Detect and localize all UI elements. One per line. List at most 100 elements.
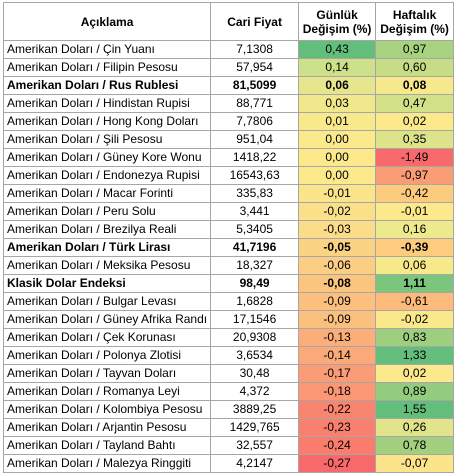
- cell-aciklama: Amerikan Doları / Güney Kore Wonu: [2, 148, 212, 167]
- table-row: Amerikan Doları / Hindistan Rupisi 88,771…: [2, 94, 455, 113]
- table-row: Amerikan Doları / Endonezya Rupisi 16543,…: [2, 166, 455, 185]
- cell-cari-fiyat: 16543,63: [210, 166, 300, 185]
- cell-haftalik-degisim: -0,07: [375, 454, 455, 473]
- cell-cari-fiyat: 7,7806: [210, 112, 300, 131]
- table-row: Klasik Dolar Endeksi 98,49 -0,08 1,11: [2, 274, 455, 293]
- cell-aciklama: Amerikan Doları / Güney Afrika Randı: [2, 310, 212, 329]
- cell-gunluk-degisim: -0,13: [298, 328, 377, 347]
- cell-cari-fiyat: 81,5099: [210, 76, 300, 95]
- cell-aciklama: Amerikan Doları / Polonya Zlotisi: [2, 346, 212, 365]
- cell-aciklama: Amerikan Doları / Endonezya Rupisi: [2, 166, 212, 185]
- cell-aciklama: Amerikan Doları / Romanya Leyi: [2, 382, 212, 401]
- cell-haftalik-degisim: 0,02: [375, 112, 455, 131]
- cell-gunluk-degisim: 0,00: [298, 148, 377, 167]
- cell-aciklama: Amerikan Doları / Tayvan Doları: [2, 364, 212, 383]
- cell-haftalik-degisim: -0,97: [375, 166, 455, 185]
- table-body: Amerikan Doları / Çin Yuanı 7,1308 0,43 0,9…: [2, 40, 455, 473]
- cell-haftalik-degisim: 0,02: [375, 364, 455, 383]
- cell-gunluk-degisim: -0,23: [298, 418, 377, 437]
- cell-gunluk-degisim: -0,17: [298, 364, 377, 383]
- cell-cari-fiyat: 1418,22: [210, 148, 300, 167]
- table-row: Amerikan Doları / Brezilya Reali 5,3405 -0…: [2, 220, 455, 239]
- table-row: Amerikan Doları / Macar Forinti 335,83 -0,…: [2, 184, 455, 203]
- header-gunluk: Günlük Değişim (%): [298, 2, 377, 41]
- table-row: Amerikan Doları / Peru Solu 3,441 -0,02 -0,…: [2, 202, 455, 221]
- cell-cari-fiyat: 41,7196: [210, 238, 300, 257]
- cell-cari-fiyat: 20,9308: [210, 328, 300, 347]
- cell-cari-fiyat: 17,1546: [210, 310, 300, 329]
- cell-gunluk-degisim: -0,09: [298, 292, 377, 311]
- cell-aciklama: Amerikan Doları / Çin Yuanı: [2, 40, 212, 59]
- cell-aciklama: Amerikan Doları / Rus Rublesi: [2, 76, 212, 95]
- cell-gunluk-degisim: -0,03: [298, 220, 377, 239]
- table-row: Amerikan Doları / Güney Afrika Randı 17,1…: [2, 310, 455, 329]
- cell-aciklama: Amerikan Doları / Türk Lirası: [2, 238, 212, 257]
- cell-haftalik-degisim: 0,97: [375, 40, 455, 59]
- cell-haftalik-degisim: 0,16: [375, 220, 455, 239]
- cell-gunluk-degisim: -0,24: [298, 436, 377, 455]
- table-row: Amerikan Doları / Güney Kore Wonu 1418,22…: [2, 148, 455, 167]
- table-row: Amerikan Doları / Çek Korunası 20,9308 -0,…: [2, 328, 455, 347]
- table-row: Amerikan Doları / Malezya Ringgiti 4,2147…: [2, 454, 455, 473]
- cell-aciklama: Amerikan Doları / Çek Korunası: [2, 328, 212, 347]
- cell-aciklama: Amerikan Doları / Brezilya Reali: [2, 220, 212, 239]
- table-row: Amerikan Doları / Çin Yuanı 7,1308 0,43 0,9…: [2, 40, 455, 59]
- cell-aciklama: Amerikan Doları / Kolombiya Pesosu: [2, 400, 212, 419]
- cell-gunluk-degisim: 0,14: [298, 58, 377, 77]
- cell-cari-fiyat: 335,83: [210, 184, 300, 203]
- cell-haftalik-degisim: -1,49: [375, 148, 455, 167]
- cell-cari-fiyat: 3,6534: [210, 346, 300, 365]
- cell-gunluk-degisim: -0,09: [298, 310, 377, 329]
- cell-aciklama: Amerikan Doları / Filipin Pesosu: [2, 58, 212, 77]
- cell-haftalik-degisim: -0,02: [375, 310, 455, 329]
- cell-cari-fiyat: 98,49: [210, 274, 300, 293]
- cell-aciklama: Amerikan Doları / Malezya Ringgiti: [2, 454, 212, 473]
- cell-gunluk-degisim: -0,08: [298, 274, 377, 293]
- table-row: Amerikan Doları / Rus Rublesi 81,5099 0,06…: [2, 76, 455, 95]
- cell-gunluk-degisim: -0,18: [298, 382, 377, 401]
- cell-cari-fiyat: 1,6828: [210, 292, 300, 311]
- cell-gunluk-degisim: 0,00: [298, 130, 377, 149]
- table-row: Amerikan Doları / Kolombiya Pesosu 3889,2…: [2, 400, 455, 419]
- cell-haftalik-degisim: 1,55: [375, 400, 455, 419]
- table-row: Amerikan Doları / Tayvan Doları 30,48 -0,1…: [2, 364, 455, 383]
- cell-haftalik-degisim: 0,47: [375, 94, 455, 113]
- cell-aciklama: Klasik Dolar Endeksi: [2, 274, 212, 293]
- table-row: Amerikan Doları / Meksika Pesosu 18,327 -0…: [2, 256, 455, 275]
- header-row: Açıklama Cari Fiyat Günlük Değişim (%) Ha…: [2, 2, 455, 41]
- cell-aciklama: Amerikan Doları / Hindistan Rupisi: [2, 94, 212, 113]
- cell-haftalik-degisim: 0,78: [375, 436, 455, 455]
- cell-aciklama: Amerikan Doları / Şili Pesosu: [2, 130, 212, 149]
- cell-cari-fiyat: 4,2147: [210, 454, 300, 473]
- cell-haftalik-degisim: 0,60: [375, 58, 455, 77]
- cell-cari-fiyat: 5,3405: [210, 220, 300, 239]
- cell-haftalik-degisim: -0,61: [375, 292, 455, 311]
- cell-haftalik-degisim: 0,26: [375, 418, 455, 437]
- table-row: Amerikan Doları / Şili Pesosu 951,04 0,00 0…: [2, 130, 455, 149]
- cell-gunluk-degisim: -0,06: [298, 256, 377, 275]
- cell-aciklama: Amerikan Doları / Macar Forinti: [2, 184, 212, 203]
- cell-gunluk-degisim: -0,27: [298, 454, 377, 473]
- table-row: Amerikan Doları / Romanya Leyi 4,372 -0,18…: [2, 382, 455, 401]
- cell-cari-fiyat: 32,557: [210, 436, 300, 455]
- cell-haftalik-degisim: -0,01: [375, 202, 455, 221]
- table-row: Amerikan Doları / Filipin Pesosu 57,954 0,…: [2, 58, 455, 77]
- table-row: Amerikan Doları / Polonya Zlotisi 3,6534-…: [2, 346, 455, 365]
- cell-gunluk-degisim: -0,22: [298, 400, 377, 419]
- cell-haftalik-degisim: 0,06: [375, 256, 455, 275]
- table-row: Amerikan Doları / Arjantin Pesosu 1429,76…: [2, 418, 455, 437]
- cell-haftalik-degisim: 0,89: [375, 382, 455, 401]
- cell-gunluk-degisim: -0,01: [298, 184, 377, 203]
- header-cari-fiyat: Cari Fiyat: [210, 2, 300, 41]
- cell-cari-fiyat: 30,48: [210, 364, 300, 383]
- cell-cari-fiyat: 951,04: [210, 130, 300, 149]
- cell-aciklama: Amerikan Doları / Hong Kong Doları: [2, 112, 212, 131]
- cell-gunluk-degisim: 0,06: [298, 76, 377, 95]
- cell-cari-fiyat: 57,954: [210, 58, 300, 77]
- cell-cari-fiyat: 88,771: [210, 94, 300, 113]
- cell-aciklama: Amerikan Doları / Bulgar Levası: [2, 292, 212, 311]
- cell-cari-fiyat: 4,372: [210, 382, 300, 401]
- cell-gunluk-degisim: 0,03: [298, 94, 377, 113]
- cell-haftalik-degisim: 1,33: [375, 346, 455, 365]
- cell-gunluk-degisim: 0,01: [298, 112, 377, 131]
